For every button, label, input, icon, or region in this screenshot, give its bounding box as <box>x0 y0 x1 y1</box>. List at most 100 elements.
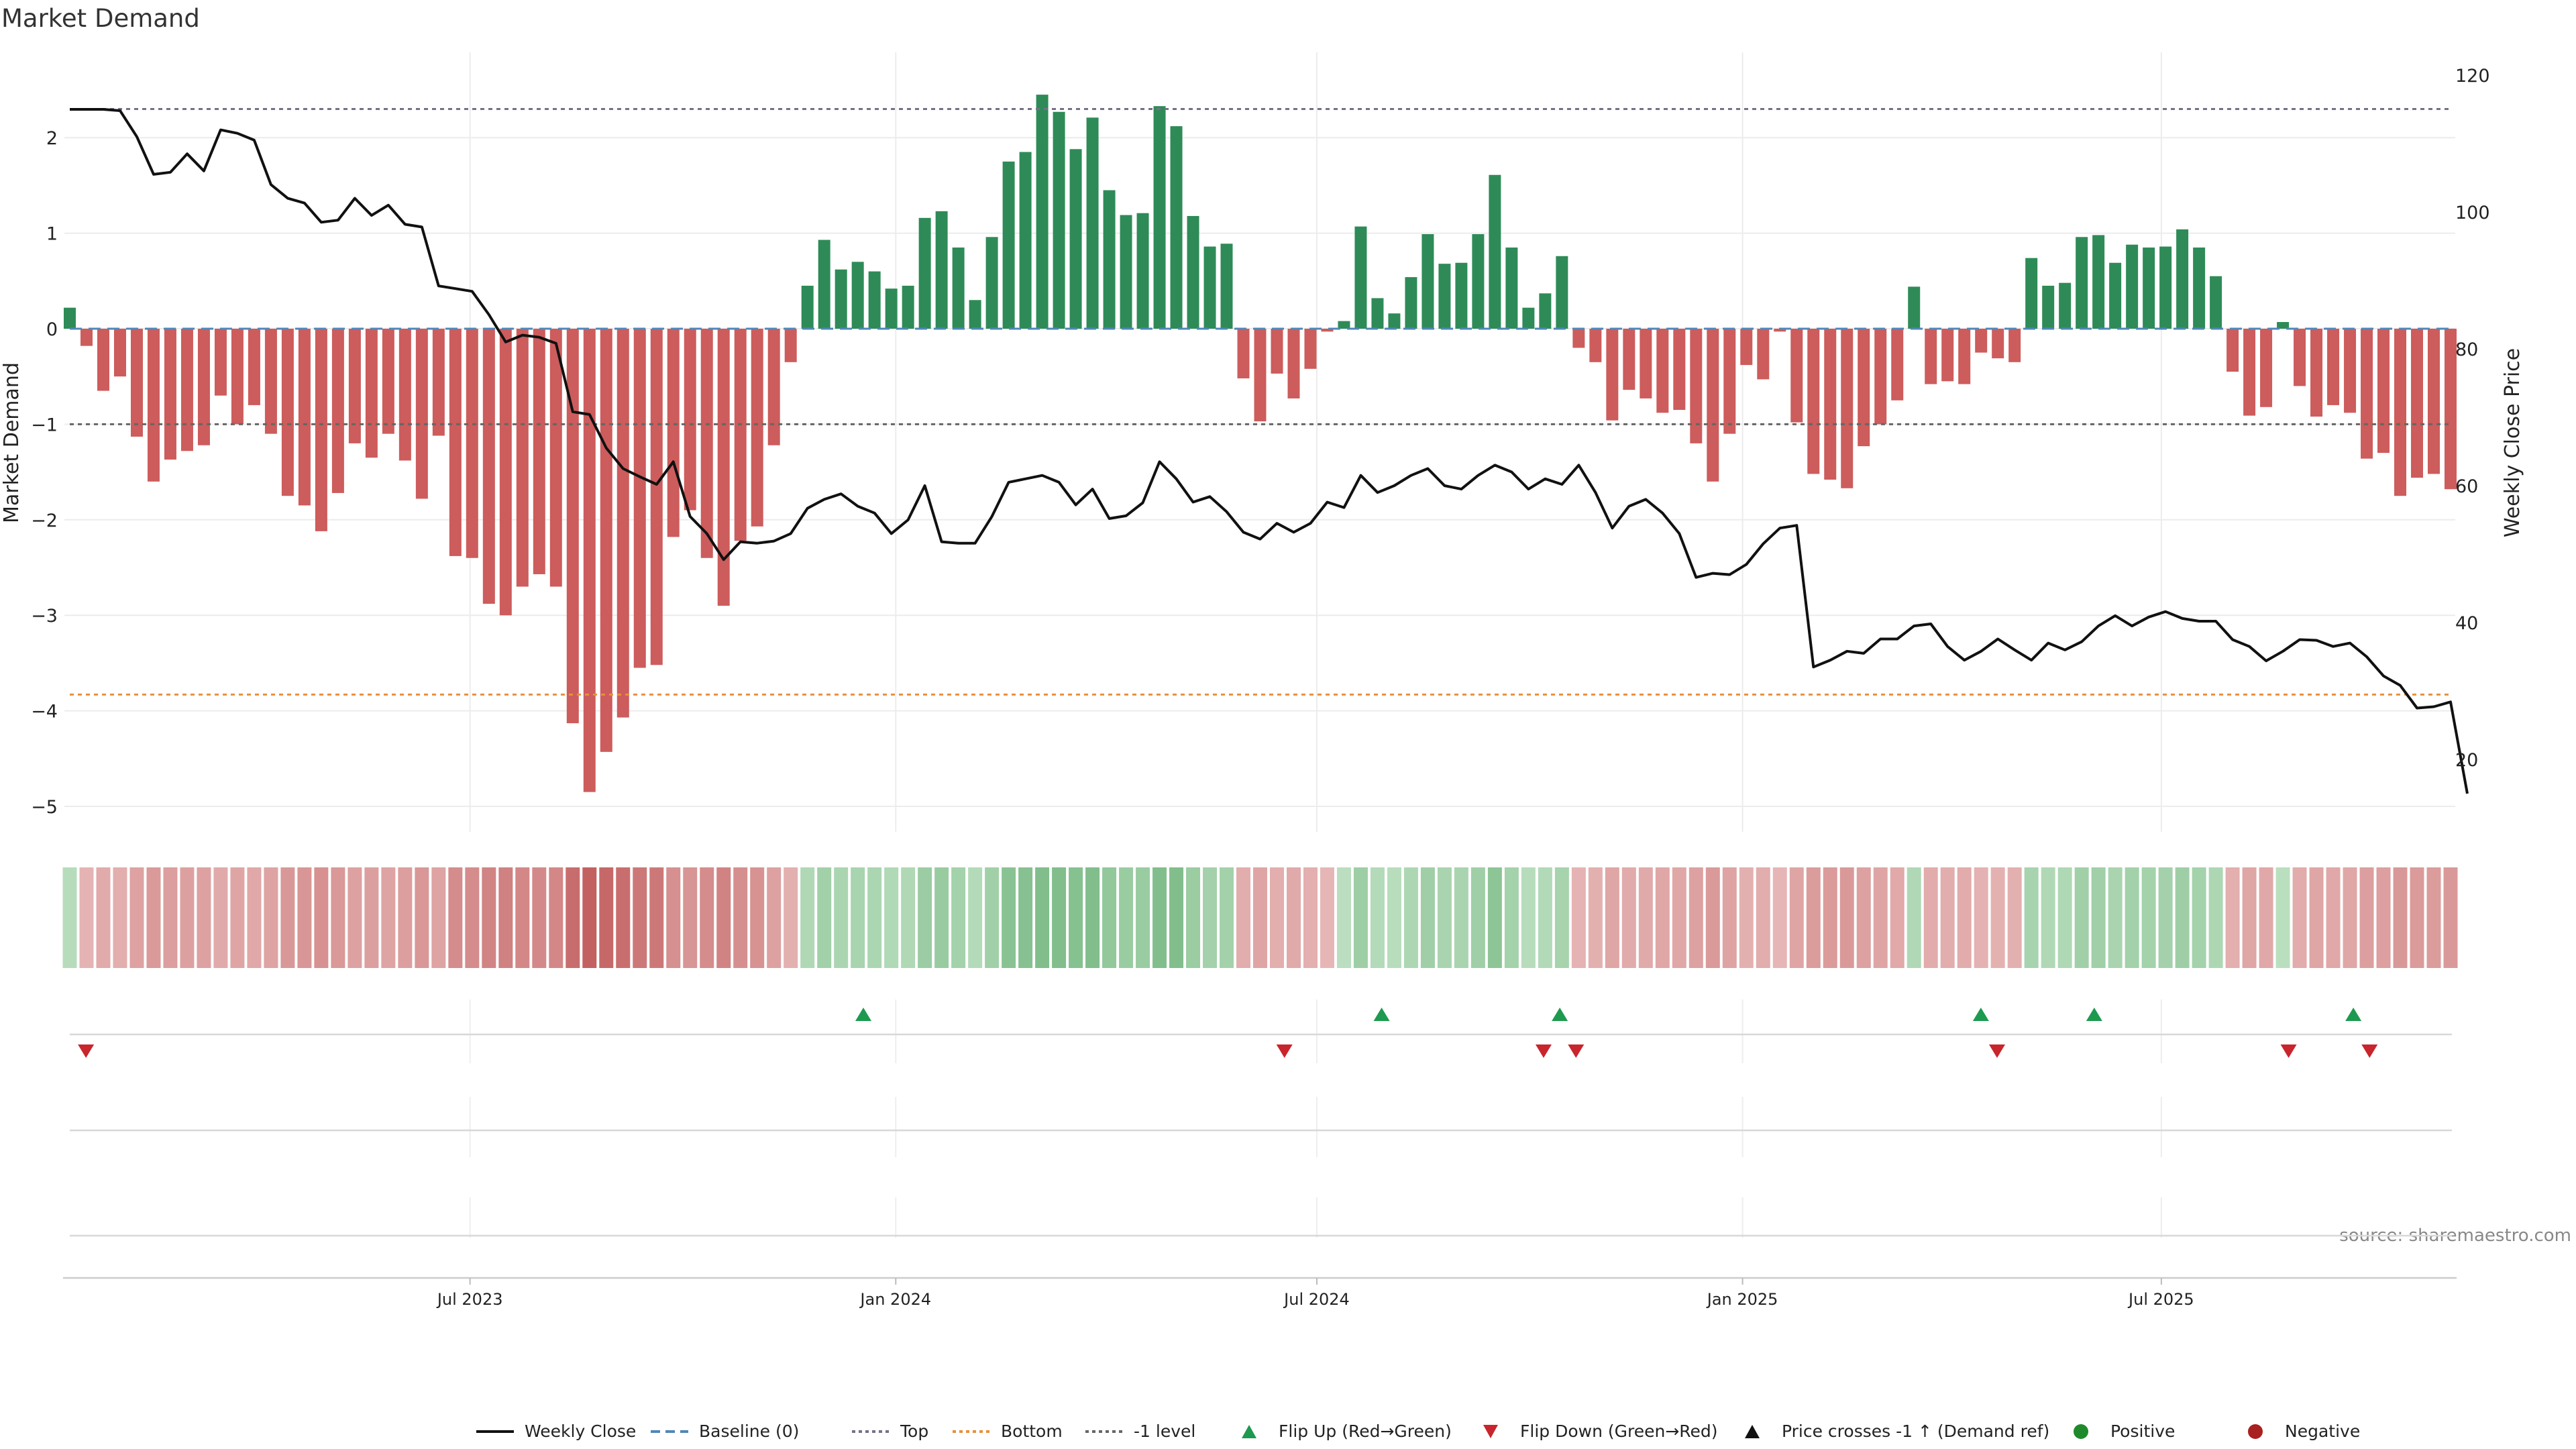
heat-cell <box>1370 867 1385 968</box>
legend-label: Top <box>900 1421 928 1441</box>
heat-cell <box>1789 867 1804 968</box>
heat-cell <box>2158 867 2173 968</box>
demand-bar <box>1757 329 1770 380</box>
flip-down-marker <box>1568 1044 1585 1058</box>
legend-item: Top <box>852 1421 928 1441</box>
x-tick-label: Jan 2024 <box>859 1290 931 1309</box>
demand-bar <box>482 329 495 604</box>
heat-cell <box>1722 867 1737 968</box>
demand-bar <box>1338 321 1350 329</box>
heat-cell <box>1152 867 1167 968</box>
heat-cell <box>582 867 597 968</box>
legend-swatch <box>2074 1424 2088 1439</box>
heat-cell <box>1554 867 1569 968</box>
heat-cell <box>2074 867 2089 968</box>
demand-bar <box>1187 215 1199 329</box>
heat-cell <box>1571 867 1586 968</box>
heat-cell <box>1236 867 1251 968</box>
legend-label: Baseline (0) <box>699 1421 799 1441</box>
heat-cell <box>2175 867 2190 968</box>
y-axis-label: Market Demand <box>0 362 23 523</box>
demand-bar <box>2260 329 2273 407</box>
demand-bar <box>885 288 898 329</box>
demand-bar <box>2076 237 2088 329</box>
heat-cell <box>1923 867 1938 968</box>
demand-bar <box>1707 329 1719 482</box>
heat-cell <box>918 867 932 968</box>
demand-bar <box>382 329 394 434</box>
demand-bar <box>1774 329 1786 332</box>
legend-item: Bottom <box>953 1421 1063 1441</box>
demand-bar <box>2344 329 2357 413</box>
demand-bar <box>2092 235 2105 329</box>
heat-cell <box>901 867 916 968</box>
demand-bar <box>650 329 663 665</box>
demand-bar <box>667 329 680 537</box>
heat-cell <box>1739 867 1754 968</box>
legend-item: Negative <box>2248 1421 2360 1441</box>
demand-bar <box>2445 329 2457 490</box>
demand-bar <box>1807 329 1820 474</box>
demand-bar <box>248 329 260 405</box>
heat-cell <box>297 867 312 968</box>
x-tick-label: Jul 2024 <box>1283 1290 1350 1309</box>
demand-bar <box>533 329 545 574</box>
heat-cell <box>1772 867 1787 968</box>
flip-down-marker <box>2280 1044 2297 1058</box>
heat-cell <box>1387 867 1401 968</box>
demand-bar <box>2159 246 2172 329</box>
demand-bar <box>365 329 378 458</box>
heat-cell <box>1186 867 1201 968</box>
legend-item: Flip Down (Green→Red) <box>1483 1421 1718 1441</box>
y-tick-label: 1 <box>46 224 58 245</box>
heat-cell <box>2343 867 2357 968</box>
x-tick-label: Jan 2025 <box>1706 1290 1778 1309</box>
heat-cell <box>1688 867 1703 968</box>
y2-tick-label: 20 <box>2455 750 2478 771</box>
demand-bar <box>1874 329 1887 425</box>
legend-swatch <box>1745 1425 1760 1438</box>
heat-cell <box>2225 867 2240 968</box>
demand-bar <box>2428 329 2440 474</box>
legend-item: Positive <box>2074 1421 2175 1441</box>
heat-cell <box>666 867 681 968</box>
demand-bar <box>449 329 462 556</box>
heat-cell <box>163 867 178 968</box>
demand-bar <box>818 239 830 329</box>
heat-cell <box>280 867 295 968</box>
heat-cell <box>1856 867 1871 968</box>
heat-cell <box>1470 867 1485 968</box>
heat-cell <box>2057 867 2072 968</box>
demand-bar <box>1824 329 1837 480</box>
demand-bar <box>1908 286 1921 329</box>
heat-cell <box>1286 867 1301 968</box>
heat-cell <box>2259 867 2273 968</box>
demand-bar <box>1421 234 1434 329</box>
heat-cell <box>331 867 345 968</box>
heat-cell <box>532 867 547 968</box>
demand-bar <box>1237 329 1250 379</box>
demand-bar <box>2394 329 2407 496</box>
heat-cell <box>750 867 765 968</box>
heat-cell <box>1655 867 1670 968</box>
demand-bar <box>1623 329 1635 390</box>
demand-bar <box>432 329 445 436</box>
demand-bar <box>298 329 311 506</box>
demand-bar <box>147 329 160 482</box>
demand-bar <box>1489 174 1501 329</box>
y2-tick-label: 100 <box>2455 203 2490 223</box>
demand-bar <box>1925 329 1937 384</box>
heat-cell <box>1940 867 1955 968</box>
demand-bar <box>684 329 696 511</box>
demand-bar <box>1606 329 1619 421</box>
heat-cell <box>1035 867 1050 968</box>
demand-bar <box>1723 329 1736 434</box>
demand-bar <box>1371 298 1384 329</box>
x-ticks: Jul 2023 Jan 2024 Jul 2024 Jan 2025 Jul 2025 <box>436 1278 2194 1309</box>
demand-bar <box>398 329 411 461</box>
legend-item: Baseline (0) <box>651 1421 799 1441</box>
y-tick-label: −1 <box>31 415 58 435</box>
heat-cell <box>934 867 949 968</box>
demand-bar <box>1790 329 1803 423</box>
demand-bar <box>1858 329 1870 447</box>
